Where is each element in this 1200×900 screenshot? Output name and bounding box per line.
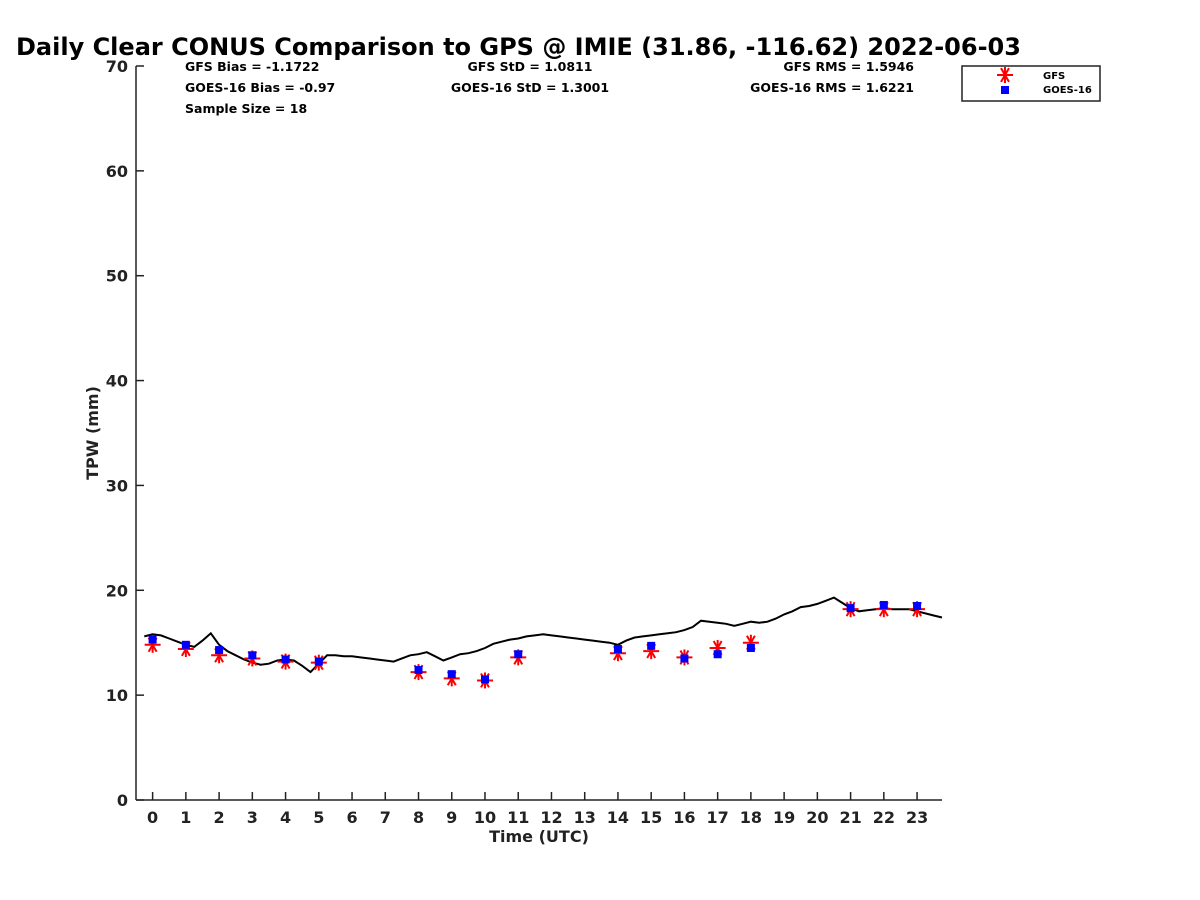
stat-goes-std: GOES-16 StD = 1.3001 bbox=[451, 80, 609, 95]
legend-gfs-asterisk bbox=[997, 67, 1013, 83]
x-tick-label: 14 bbox=[607, 808, 629, 827]
legend-gfs-label: GFS bbox=[1043, 71, 1065, 82]
x-tick-label: 10 bbox=[474, 808, 496, 827]
x-tick-label: 19 bbox=[773, 808, 795, 827]
x-tick-label: 21 bbox=[839, 808, 861, 827]
y-tick-label: 0 bbox=[117, 791, 128, 810]
goes-point bbox=[713, 650, 722, 659]
y-tick-label: 10 bbox=[106, 686, 128, 705]
goes-point bbox=[248, 651, 257, 660]
stat-goes-bias: GOES-16 Bias = -0.97 bbox=[185, 80, 335, 95]
x-tick-label: 2 bbox=[214, 808, 225, 827]
y-ticks: 0 10 20 30 40 50 60 70 bbox=[106, 57, 144, 810]
goes-point bbox=[647, 641, 656, 650]
x-tick-label: 4 bbox=[280, 808, 291, 827]
y-tick-label: 20 bbox=[106, 581, 128, 600]
x-tick-label: 7 bbox=[380, 808, 391, 827]
goes-point bbox=[447, 670, 456, 679]
stat-gfs-bias: GFS Bias = -1.1722 bbox=[185, 59, 319, 74]
goes-point bbox=[680, 654, 689, 663]
y-tick-label: 70 bbox=[106, 57, 128, 76]
x-tick-label: 0 bbox=[147, 808, 158, 827]
goes-point bbox=[514, 650, 523, 659]
goes-point bbox=[480, 675, 489, 684]
legend-gfs-marker bbox=[997, 67, 1013, 83]
legend-box bbox=[961, 65, 1101, 102]
x-tick-label: 18 bbox=[740, 808, 762, 827]
x-tick-label: 20 bbox=[806, 808, 828, 827]
stat-gfs-rms: GFS RMS = 1.5946 bbox=[783, 59, 914, 74]
x-tick-label: 8 bbox=[413, 808, 424, 827]
y-tick-label: 60 bbox=[106, 162, 128, 181]
goes-point bbox=[181, 640, 190, 649]
x-axis-label: Time (UTC) bbox=[489, 827, 589, 846]
stat-gfs-std: GFS StD = 1.0811 bbox=[468, 59, 593, 74]
x-tick-label: 22 bbox=[873, 808, 895, 827]
goes-point bbox=[281, 655, 290, 664]
y-tick-label: 40 bbox=[106, 372, 128, 391]
goes-point bbox=[314, 657, 323, 666]
x-tick-label: 13 bbox=[574, 808, 596, 827]
x-tick-label: 23 bbox=[906, 808, 928, 827]
x-tick-label: 11 bbox=[507, 808, 529, 827]
series-layer bbox=[144, 596, 943, 689]
goes-point bbox=[913, 602, 922, 611]
goes-point bbox=[846, 604, 855, 613]
chart-title: Daily Clear CONUS Comparison to GPS @ IM… bbox=[16, 33, 1021, 61]
x-tick-label: 15 bbox=[640, 808, 662, 827]
legend: GFS GOES-16 bbox=[961, 65, 1101, 102]
x-tick-label: 16 bbox=[673, 808, 695, 827]
goes-point bbox=[215, 646, 224, 655]
legend-goes-marker bbox=[1001, 86, 1009, 94]
stat-goes-rms: GOES-16 RMS = 1.6221 bbox=[750, 80, 914, 95]
x-tick-label: 9 bbox=[446, 808, 457, 827]
gps-series-line bbox=[144, 596, 943, 674]
x-tick-label: 6 bbox=[346, 808, 357, 827]
y-tick-label: 30 bbox=[106, 476, 128, 495]
x-ticks: 0 1 2 3 4 5 6 7 8 9 10 11 12 13 14 15 16 17 18 19 20 21 22 23 bbox=[147, 792, 928, 827]
x-tick-label: 17 bbox=[707, 808, 729, 827]
legend-goes-square bbox=[1001, 86, 1009, 94]
x-tick-label: 5 bbox=[313, 808, 324, 827]
x-tick-label: 12 bbox=[540, 808, 562, 827]
goes-point bbox=[613, 645, 622, 654]
y-tick-label: 50 bbox=[106, 267, 128, 286]
y-axis-label: TPW (mm) bbox=[83, 386, 102, 480]
legend-goes-label: GOES-16 bbox=[1043, 85, 1092, 96]
stat-sample-size: Sample Size = 18 bbox=[185, 101, 307, 116]
goes-point bbox=[414, 665, 423, 674]
goes-point bbox=[879, 600, 888, 609]
x-tick-label: 1 bbox=[180, 808, 191, 827]
goes-point bbox=[148, 635, 157, 644]
goes-point bbox=[746, 643, 755, 652]
x-tick-label: 3 bbox=[247, 808, 258, 827]
